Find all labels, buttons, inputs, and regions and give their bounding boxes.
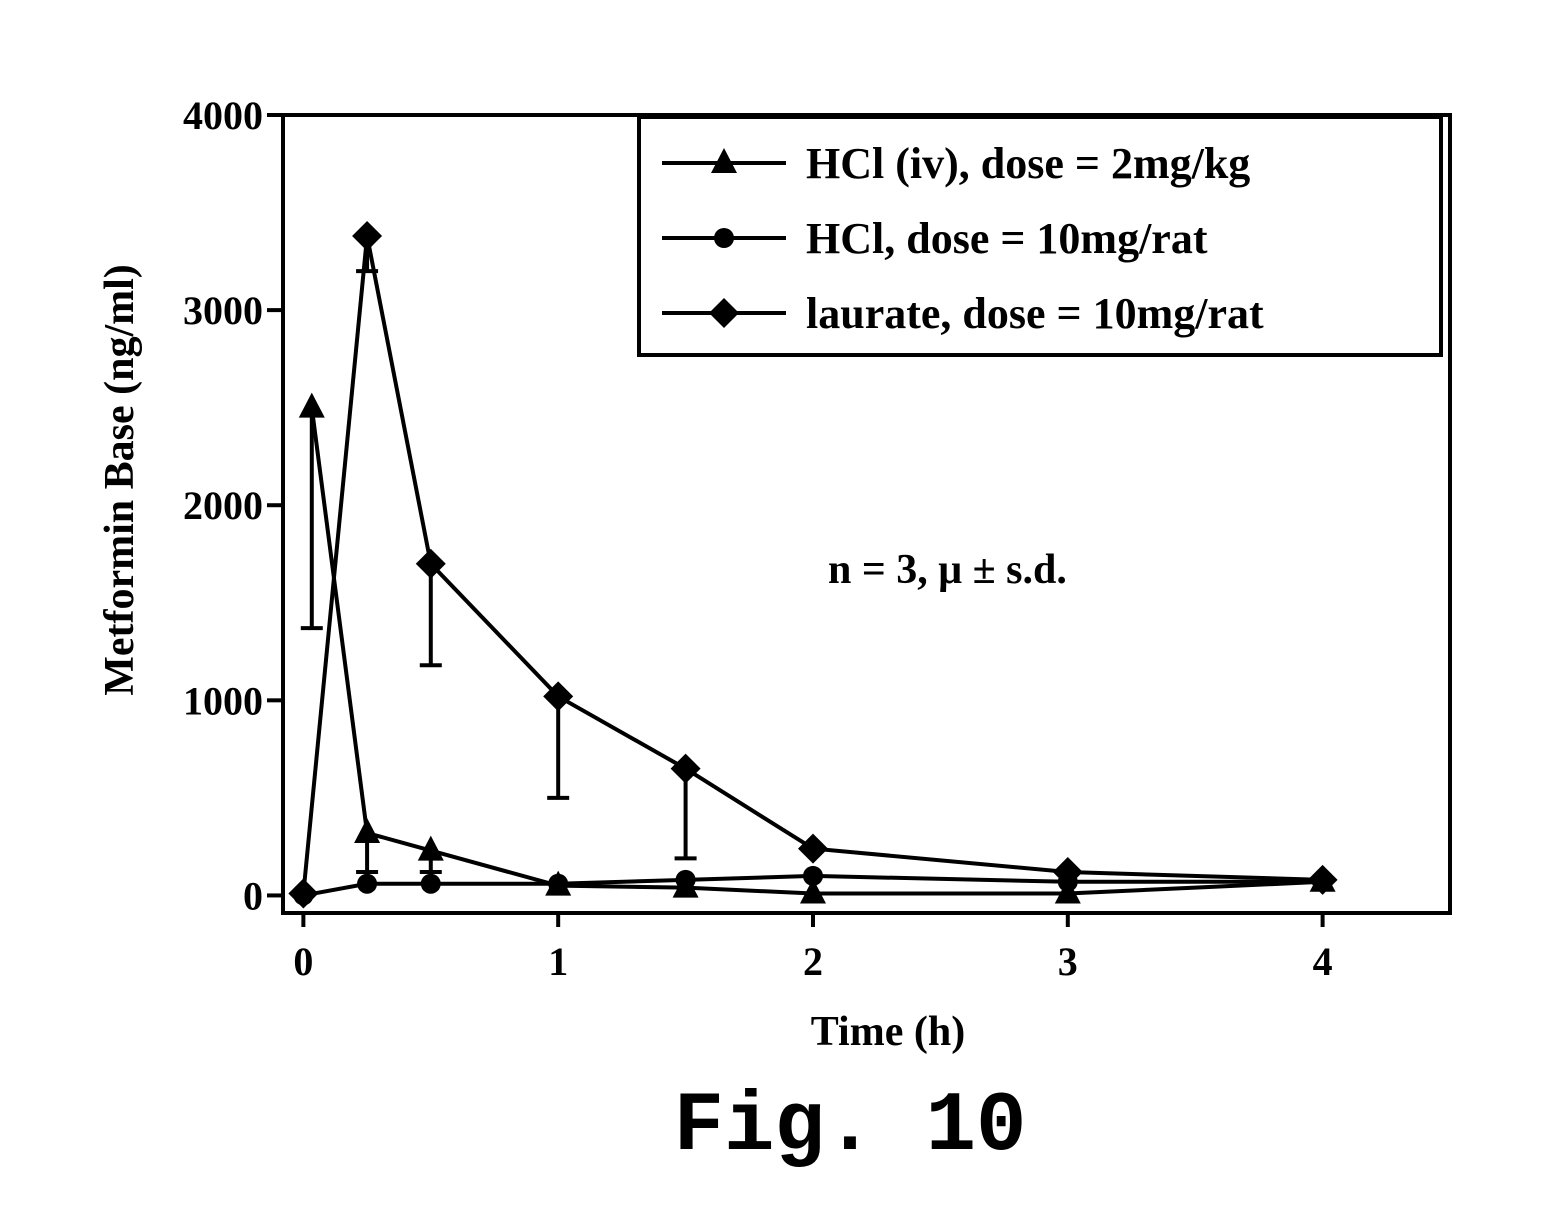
y-tick-label-4: 4000 — [183, 93, 263, 138]
legend-marker-0 — [711, 148, 737, 173]
y-tick-label-2: 2000 — [183, 483, 263, 528]
series-1-point-3 — [548, 873, 569, 894]
x-tick-label-2: 2 — [803, 939, 823, 984]
series-2-point-3 — [543, 681, 574, 712]
series-0-line — [309, 407, 1323, 896]
y-axis: 0 1000 2000 3000 4000 — [183, 93, 283, 918]
series-1-point-2 — [420, 873, 441, 894]
series-2-point-0 — [288, 878, 319, 909]
series-2-point-6 — [1052, 857, 1083, 888]
y-tick-label-1: 1000 — [183, 678, 263, 723]
series-2-point-4 — [670, 753, 701, 784]
series-0-point-0 — [298, 392, 325, 418]
sample-note: n = 3, μ ± s.d. — [828, 547, 1067, 593]
legend-marker-2 — [709, 298, 739, 328]
series-0-point-2 — [417, 835, 444, 861]
series-1-point-1 — [357, 873, 378, 894]
series-1-line — [303, 873, 1323, 898]
x-tick-label-4: 4 — [1313, 939, 1333, 984]
y-tick-label-3: 3000 — [183, 288, 263, 333]
y-axis-label: Metformin Base (ng/ml) — [97, 264, 143, 696]
series-0-point-1 — [354, 818, 381, 844]
series-2 — [288, 220, 1338, 909]
legend-label-1: HCl, dose = 10mg/rat — [806, 214, 1208, 263]
legend-label-0: HCl (iv), dose = 2mg/kg — [806, 139, 1250, 188]
series-1-point-5 — [802, 865, 823, 886]
x-tick-label-3: 3 — [1058, 939, 1078, 984]
x-axis: 0 1 2 3 4 — [293, 913, 1333, 984]
x-axis-label: Time (h) — [811, 1009, 965, 1055]
legend-items: HCl (iv), dose = 2mg/kg HCl, dose = 10mg/… — [662, 139, 1264, 338]
series-0 — [298, 392, 1336, 904]
series-2-line — [301, 235, 1323, 894]
legend-marker-1 — [714, 228, 734, 248]
legend: HCl (iv), dose = 2mg/kg HCl, dose = 10mg/… — [637, 115, 1443, 357]
series-1-point-4 — [675, 869, 696, 890]
series-1 — [293, 865, 1333, 906]
legend-label-2: laurate, dose = 10mg/rat — [806, 289, 1264, 338]
y-tick-label-0: 0 — [243, 873, 263, 918]
series-0-point-5 — [799, 878, 826, 904]
x-tick-label-1: 1 — [548, 939, 568, 984]
series-2-point-5 — [797, 833, 828, 864]
series-layer — [288, 220, 1338, 909]
x-tick-label-0: 0 — [293, 939, 313, 984]
series-2-point-7 — [1307, 864, 1338, 895]
figure-label: Fig. 10 — [673, 1080, 1027, 1175]
series-2-point-2 — [415, 548, 446, 579]
series-2-point-1 — [352, 220, 383, 251]
